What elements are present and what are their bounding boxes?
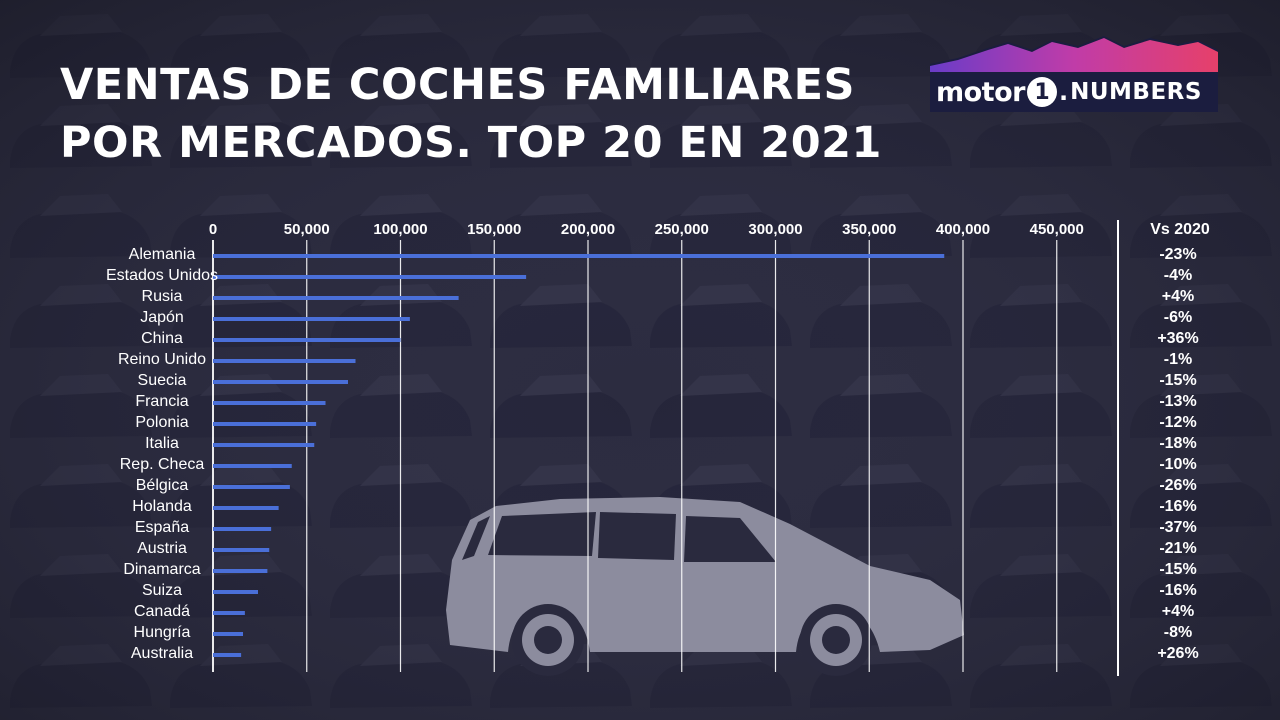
change-label: -37% [1159, 519, 1196, 536]
bar [213, 632, 243, 636]
category-label: Rep. Checa [120, 456, 205, 473]
bar [213, 380, 348, 384]
change-label: -26% [1159, 477, 1196, 494]
category-label: Italia [145, 435, 179, 452]
x-tick-label: 400,000 [936, 221, 990, 238]
x-tick-label: 350,000 [842, 221, 896, 238]
change-label: +4% [1162, 288, 1194, 305]
category-label: Estados Unidos [106, 267, 218, 284]
category-label: Suiza [142, 582, 182, 599]
x-tick-label: 100,000 [373, 221, 427, 238]
logo-motor-text: motor [936, 76, 1025, 108]
category-label: Holanda [132, 498, 192, 515]
category-label: Reino Unido [118, 351, 206, 368]
bar [213, 359, 356, 363]
change-label: -16% [1159, 582, 1196, 599]
category-label: Bélgica [136, 477, 189, 494]
category-label: Polonia [135, 414, 188, 431]
x-tick-label: 150,000 [467, 221, 521, 238]
category-label: Dinamarca [123, 561, 200, 578]
change-label: -18% [1159, 435, 1196, 452]
category-label: Suecia [138, 372, 187, 389]
category-label: Hungría [134, 624, 191, 641]
bar [213, 611, 245, 615]
motor1-numbers-logo: motor 1 . NUMBERS [928, 34, 1220, 114]
change-label: -23% [1159, 246, 1196, 263]
change-label: -4% [1164, 267, 1192, 284]
category-label: Canadá [134, 603, 190, 620]
bar [213, 506, 279, 510]
bar [213, 275, 527, 279]
change-label: +4% [1162, 603, 1194, 620]
bar [213, 464, 292, 468]
category-label: España [135, 519, 189, 536]
mountain-logo-icon [930, 36, 1218, 112]
bar [213, 569, 268, 573]
x-tick-label: 300,000 [748, 221, 802, 238]
x-tick-label: 250,000 [655, 221, 709, 238]
bar [213, 590, 258, 594]
category-label: Japón [140, 309, 184, 326]
logo-dot: . [1058, 78, 1069, 106]
category-label: China [141, 330, 183, 347]
change-header: Vs 2020 [1150, 221, 1210, 238]
bar [213, 653, 242, 657]
category-label: Francia [135, 393, 188, 410]
bar [213, 338, 401, 342]
change-label: +26% [1157, 645, 1198, 662]
bar [213, 317, 410, 321]
bar [213, 254, 945, 258]
change-label: -15% [1159, 561, 1196, 578]
change-label: -8% [1164, 624, 1192, 641]
bar [213, 548, 270, 552]
change-label: +36% [1157, 330, 1198, 347]
x-tick-label: 200,000 [561, 221, 615, 238]
change-label: -15% [1159, 372, 1196, 389]
change-label: -10% [1159, 456, 1196, 473]
bar [213, 422, 317, 426]
bar [213, 527, 272, 531]
bar [213, 485, 290, 489]
chart-title: VENTAS DE COCHES FAMILIARES POR MERCADOS… [60, 56, 882, 172]
change-label: -12% [1159, 414, 1196, 431]
change-label: -16% [1159, 498, 1196, 515]
change-label: -1% [1164, 351, 1192, 368]
logo-one-badge: 1 [1026, 77, 1057, 107]
category-label: Australia [131, 645, 193, 662]
logo-numbers-text: NUMBERS [1070, 79, 1202, 105]
change-label: -21% [1159, 540, 1196, 557]
bar [213, 443, 315, 447]
x-tick-label: 450,000 [1030, 221, 1084, 238]
change-label: -6% [1164, 309, 1192, 326]
category-label: Rusia [142, 288, 183, 305]
x-tick-label: 50,000 [284, 221, 330, 238]
title-line-2: POR MERCADOS. TOP 20 EN 2021 [60, 118, 882, 168]
title-line-1: VENTAS DE COCHES FAMILIARES [60, 60, 855, 110]
category-label: Alemania [129, 246, 196, 263]
change-label: -13% [1159, 393, 1196, 410]
category-label: Austria [137, 540, 187, 557]
bar [213, 401, 326, 405]
x-tick-label: 0 [209, 221, 217, 238]
bar [213, 296, 459, 300]
